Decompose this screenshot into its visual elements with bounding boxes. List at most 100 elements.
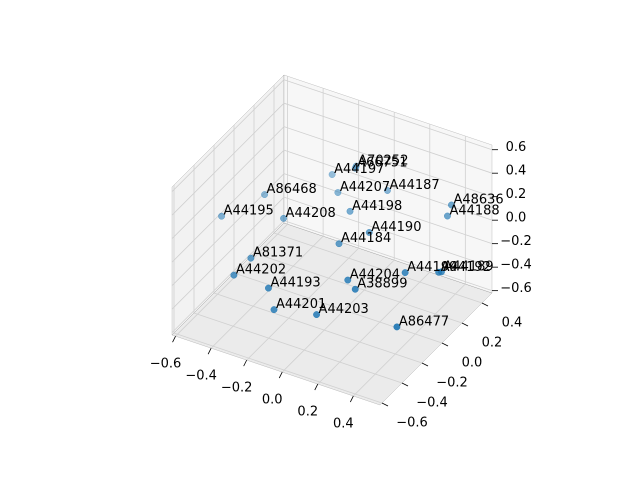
tick-label: −0.2	[500, 234, 532, 249]
point-label: A66751	[357, 156, 407, 171]
point	[401, 269, 409, 277]
point	[435, 268, 443, 276]
grid-line	[283, 149, 493, 221]
point-label: A86468	[267, 182, 317, 197]
point	[365, 229, 373, 236]
tick-label: 0.0	[262, 393, 283, 408]
grid-line	[317, 271, 431, 385]
grid-line	[283, 220, 493, 292]
point-label: A48636	[453, 192, 503, 207]
grid-line	[213, 292, 423, 364]
tick-mark	[243, 359, 248, 367]
point	[351, 285, 359, 293]
point	[352, 162, 360, 170]
point-label: A44202	[236, 263, 286, 278]
grid-line	[171, 102, 285, 216]
point-label: A86477	[399, 314, 449, 329]
point-label: A44193	[270, 276, 320, 291]
grid-line	[233, 272, 443, 344]
point	[346, 207, 354, 215]
grid-line	[171, 126, 285, 239]
point	[351, 164, 359, 172]
tick-label: −0.4	[416, 396, 448, 411]
grid-line	[283, 126, 493, 198]
grid-line	[246, 247, 359, 361]
tick-mark	[172, 336, 176, 343]
tick-mark	[278, 371, 283, 379]
tick-label: 0.6	[506, 140, 527, 155]
tick-label: 0.0	[462, 356, 483, 371]
tick-label: −0.2	[436, 376, 468, 391]
point-label: A44189	[443, 259, 493, 274]
point-label: A44190	[371, 220, 421, 235]
point-label: A44184	[341, 231, 391, 246]
point-label: A44188	[449, 204, 499, 219]
tick-mark	[421, 362, 429, 367]
point-label: A44187	[389, 178, 439, 193]
grid-line	[175, 223, 288, 337]
point	[443, 212, 451, 220]
grid-line	[171, 149, 285, 263]
tick-label: −0.6	[396, 416, 428, 431]
grid-line	[171, 220, 285, 333]
grid-line	[283, 79, 493, 151]
grid-line	[210, 235, 324, 349]
tick-label: 0.4	[333, 417, 354, 432]
point	[344, 276, 352, 284]
point	[328, 171, 336, 178]
point-label: A44192	[441, 260, 491, 275]
tick-label: 0.2	[506, 187, 527, 202]
tick-mark	[401, 382, 409, 387]
point-label: A44208	[286, 206, 336, 221]
point	[264, 284, 272, 292]
point	[313, 311, 321, 319]
grid-line	[283, 173, 493, 245]
tick-mark	[381, 402, 389, 407]
grid-line	[193, 312, 403, 384]
point-label: A44199	[407, 260, 457, 275]
grid-line	[171, 196, 285, 310]
tick-mark	[349, 395, 354, 403]
point	[261, 191, 269, 199]
tick-label: 0.0	[506, 211, 527, 226]
tick-label: −0.6	[150, 357, 182, 372]
tick-label: −0.4	[185, 369, 217, 384]
tick-mark	[314, 383, 319, 391]
point-label: A44198	[352, 199, 402, 214]
point	[334, 189, 342, 196]
tick-mark	[481, 302, 489, 307]
point	[393, 323, 401, 331]
point	[335, 240, 343, 248]
grid-line	[283, 196, 493, 268]
tick-label: 0.2	[482, 336, 503, 351]
point	[270, 306, 278, 314]
point-label: A44197	[334, 162, 384, 177]
point	[447, 201, 455, 209]
point	[383, 187, 391, 194]
point-label: A44195	[224, 204, 274, 219]
tick-label: −0.2	[221, 381, 253, 396]
tick-label: 0.2	[297, 405, 318, 420]
point-label: A44203	[319, 302, 369, 317]
tick-mark	[461, 322, 469, 327]
point-label: A38899	[357, 277, 407, 292]
point	[230, 271, 238, 279]
point-label: A44201	[276, 297, 326, 312]
grid-line	[283, 102, 493, 174]
tick-mark	[441, 342, 449, 347]
tick-label: −0.6	[500, 281, 532, 296]
tick-label: −0.4	[500, 258, 532, 273]
point-label: A44204	[350, 268, 400, 283]
grid-line	[171, 79, 285, 192]
grid-line	[353, 283, 466, 397]
point-label: A44207	[340, 180, 390, 195]
grid-line	[281, 259, 395, 373]
point	[218, 212, 226, 220]
point-label: A81371	[253, 246, 303, 261]
grid-line	[171, 173, 285, 286]
tick-label: 0.4	[506, 164, 527, 179]
grid-line	[273, 232, 483, 304]
grid-line	[173, 332, 383, 404]
point	[280, 214, 288, 222]
